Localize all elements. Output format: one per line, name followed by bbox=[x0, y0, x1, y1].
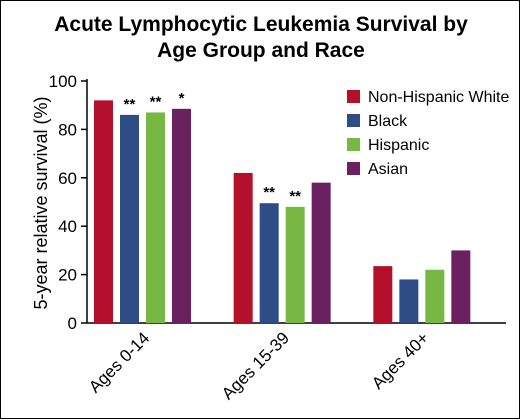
legend-label: Black bbox=[368, 113, 408, 130]
bar bbox=[120, 114, 139, 323]
bar bbox=[311, 182, 331, 323]
x-tick-label: Ages 40+ bbox=[368, 328, 433, 393]
legend: Non-Hispanic White Black Hispanic Asian bbox=[347, 89, 509, 178]
y-tick-label: 100 bbox=[49, 72, 77, 91]
legend-swatch bbox=[347, 90, 360, 103]
bar bbox=[451, 250, 471, 323]
legend-label: Asian bbox=[368, 161, 408, 178]
significance-markers: ** ** *** ** bbox=[124, 90, 302, 205]
chart-title-line-2: Age Group and Race bbox=[157, 39, 365, 62]
chart-title: Acute Lymphocytic Leukemia Survival by A… bbox=[54, 13, 468, 62]
y-tick-label: 0 bbox=[68, 314, 77, 333]
bar bbox=[285, 206, 305, 323]
bar bbox=[233, 172, 253, 323]
x-tick-label: Ages 0-14 bbox=[85, 328, 153, 396]
significance-marker: ** bbox=[150, 93, 162, 110]
bar bbox=[399, 279, 419, 323]
chart-title-line-1: Acute Lymphocytic Leukemia Survival by bbox=[54, 13, 468, 36]
x-tick-labels: Ages 0-14 Ages 15-39 Ages 40+ bbox=[85, 328, 433, 403]
legend-swatch bbox=[347, 162, 360, 175]
bars bbox=[94, 100, 471, 324]
significance-marker: ** bbox=[289, 188, 301, 205]
bar bbox=[146, 112, 165, 324]
bar bbox=[94, 100, 113, 323]
legend-label: Hispanic bbox=[368, 137, 429, 154]
legend-swatch bbox=[347, 138, 360, 151]
y-tick-label: 40 bbox=[58, 217, 77, 236]
legend-label: Non-Hispanic White bbox=[368, 89, 509, 106]
bar bbox=[259, 203, 279, 323]
y-tick-label: 20 bbox=[58, 266, 77, 285]
y-tick-label: 80 bbox=[58, 120, 77, 139]
x-tick-label: Ages 15-39 bbox=[218, 328, 293, 403]
significance-marker: * bbox=[179, 90, 185, 107]
y-axis-label: 5-year relative survival (%) bbox=[31, 96, 51, 309]
significance-marker: ** bbox=[124, 96, 136, 113]
legend-swatch bbox=[347, 114, 360, 127]
bar bbox=[373, 266, 393, 323]
y-tick-label: 60 bbox=[58, 169, 77, 188]
bar bbox=[172, 108, 191, 323]
significance-marker: ** bbox=[263, 184, 275, 201]
bar bbox=[425, 269, 445, 323]
